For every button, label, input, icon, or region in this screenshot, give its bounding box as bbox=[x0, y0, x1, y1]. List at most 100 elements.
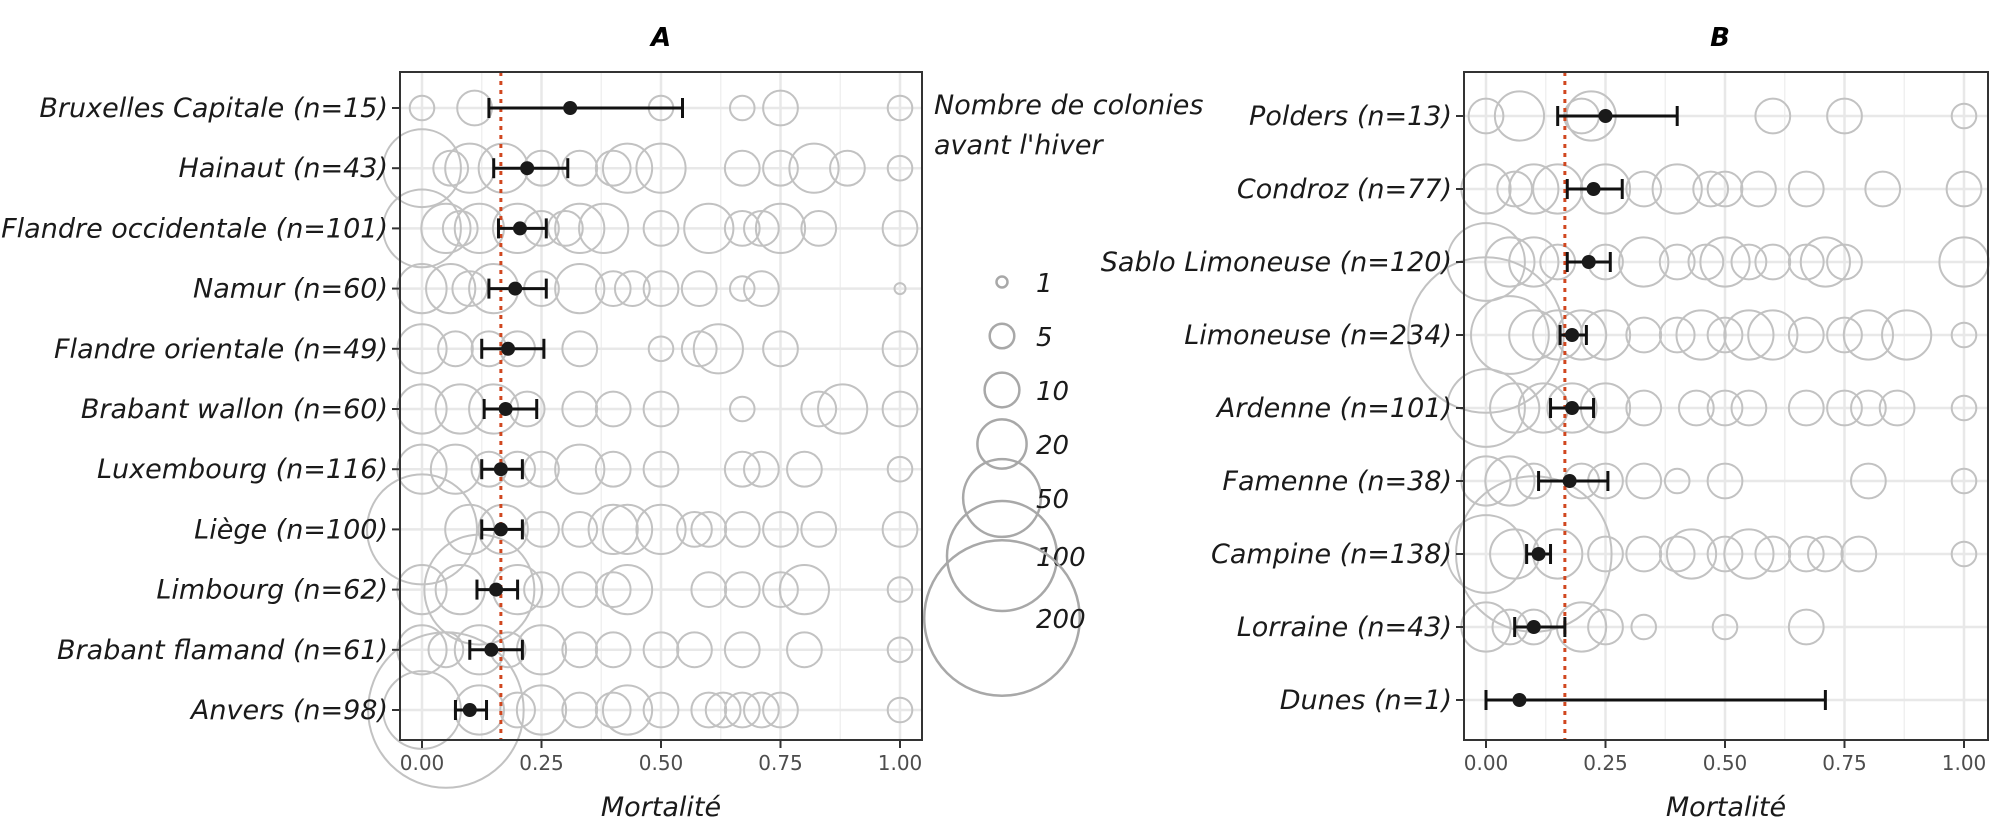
observation-point bbox=[683, 202, 735, 254]
observation-point bbox=[1658, 243, 1696, 281]
observation-point bbox=[886, 94, 914, 122]
observation-point bbox=[382, 188, 462, 269]
category-label: Limbourg (n=62) bbox=[156, 575, 388, 606]
observation-point bbox=[1826, 97, 1863, 135]
mean-point bbox=[508, 281, 523, 296]
observation-point bbox=[680, 270, 718, 307]
observation-point bbox=[778, 564, 830, 616]
category-label: Famenne (n=38) bbox=[1222, 466, 1452, 497]
observation-point bbox=[754, 202, 807, 254]
legend-key-label: 5 bbox=[1036, 323, 1053, 353]
category-label: Flandre occidentale (n=101) bbox=[1, 213, 388, 244]
observation-point bbox=[1730, 389, 1768, 427]
observation-point bbox=[1787, 316, 1825, 354]
mean-point bbox=[512, 221, 527, 236]
category-label: Lorraine (n=43) bbox=[1237, 612, 1452, 643]
legend-key-label: 1 bbox=[1036, 269, 1053, 299]
legend-key-label: 10 bbox=[1036, 377, 1069, 407]
observation-point bbox=[642, 390, 680, 428]
observation-point bbox=[1446, 514, 1526, 594]
observation-point bbox=[432, 149, 470, 187]
observation-point bbox=[499, 691, 536, 729]
observation-point bbox=[1665, 528, 1718, 580]
legend-key-label: 20 bbox=[1036, 431, 1069, 461]
category-label: Limoneuse (n=234) bbox=[1184, 320, 1452, 351]
observation-point bbox=[742, 270, 780, 307]
category-label: Condroz (n=77) bbox=[1237, 174, 1452, 205]
observation-point bbox=[788, 142, 840, 194]
legend-title: avant l'hiver bbox=[934, 130, 1104, 161]
observation-point bbox=[1706, 535, 1744, 573]
observation-point bbox=[1706, 462, 1744, 500]
legend-key-circle bbox=[995, 275, 1009, 289]
observation-point bbox=[1493, 90, 1546, 142]
observation-point bbox=[601, 503, 654, 555]
observation-point bbox=[1470, 295, 1550, 375]
observation-point bbox=[800, 210, 838, 247]
observation-point bbox=[594, 390, 632, 428]
legend-title: Nombre de colonies bbox=[934, 90, 1203, 121]
x-axis-title: Mortalité bbox=[1666, 792, 1786, 823]
observation-point bbox=[561, 571, 599, 608]
observation-point bbox=[1663, 467, 1691, 495]
x-tick-label: 0.00 bbox=[400, 751, 445, 775]
panel-b: Polders (n=13) Condroz (n=77) Sablo Limone… bbox=[1101, 23, 1990, 823]
observation-point bbox=[893, 282, 907, 296]
observation-point bbox=[1806, 535, 1844, 573]
x-tick-label: 0.75 bbox=[1822, 751, 1867, 775]
observation-point bbox=[594, 631, 632, 669]
mean-point bbox=[1531, 547, 1546, 561]
observation-point bbox=[1658, 316, 1696, 354]
observation-point bbox=[647, 335, 675, 363]
observation-point bbox=[886, 636, 914, 664]
x-tick-label: 0.75 bbox=[758, 751, 803, 775]
observation-point bbox=[441, 210, 479, 247]
observation-point bbox=[1556, 309, 1608, 361]
mean-point bbox=[1526, 620, 1541, 634]
observation-point bbox=[1508, 163, 1560, 215]
observation-point bbox=[642, 210, 680, 247]
observation-point bbox=[437, 330, 474, 368]
observation-point bbox=[523, 450, 560, 488]
observation-point bbox=[886, 154, 914, 182]
observation-point bbox=[723, 450, 761, 488]
observation-point bbox=[515, 684, 568, 736]
observation-point bbox=[1754, 243, 1792, 281]
observation-point bbox=[613, 270, 651, 307]
observation-point bbox=[1850, 462, 1887, 500]
mean-point bbox=[1512, 693, 1527, 707]
panel-title: B bbox=[1710, 23, 1730, 53]
observation-point bbox=[762, 511, 799, 548]
observation-point bbox=[523, 511, 560, 548]
observation-point bbox=[561, 390, 599, 428]
observation-point bbox=[1787, 243, 1825, 281]
observation-point bbox=[1723, 528, 1775, 580]
observation-point bbox=[690, 691, 728, 729]
observation-point bbox=[742, 450, 780, 488]
observation-point bbox=[642, 631, 680, 669]
observation-point bbox=[601, 684, 654, 736]
category-label: Anvers (n=98) bbox=[189, 695, 388, 726]
category-label: Sablo Limoneuse (n=120) bbox=[1101, 247, 1452, 278]
observation-point bbox=[1587, 608, 1624, 646]
observation-point bbox=[366, 473, 478, 586]
x-axis-title: Mortalité bbox=[601, 792, 721, 823]
observation-point bbox=[1625, 535, 1663, 573]
legend-key-circle bbox=[961, 457, 1043, 539]
x-tick-label: 1.00 bbox=[878, 751, 923, 775]
observation-point bbox=[1706, 170, 1744, 208]
mean-point bbox=[498, 402, 513, 416]
observation-point bbox=[1687, 243, 1725, 281]
observation-point bbox=[881, 330, 919, 368]
observation-point bbox=[723, 571, 761, 608]
observation-point bbox=[1826, 243, 1863, 281]
mean-point bbox=[563, 101, 578, 115]
mean-point bbox=[1562, 474, 1577, 488]
observation-point bbox=[1945, 170, 1983, 208]
mean-point bbox=[489, 582, 504, 597]
observation-point bbox=[1625, 389, 1663, 427]
legend-key-circle bbox=[988, 322, 1016, 350]
observation-point bbox=[1467, 97, 1505, 135]
